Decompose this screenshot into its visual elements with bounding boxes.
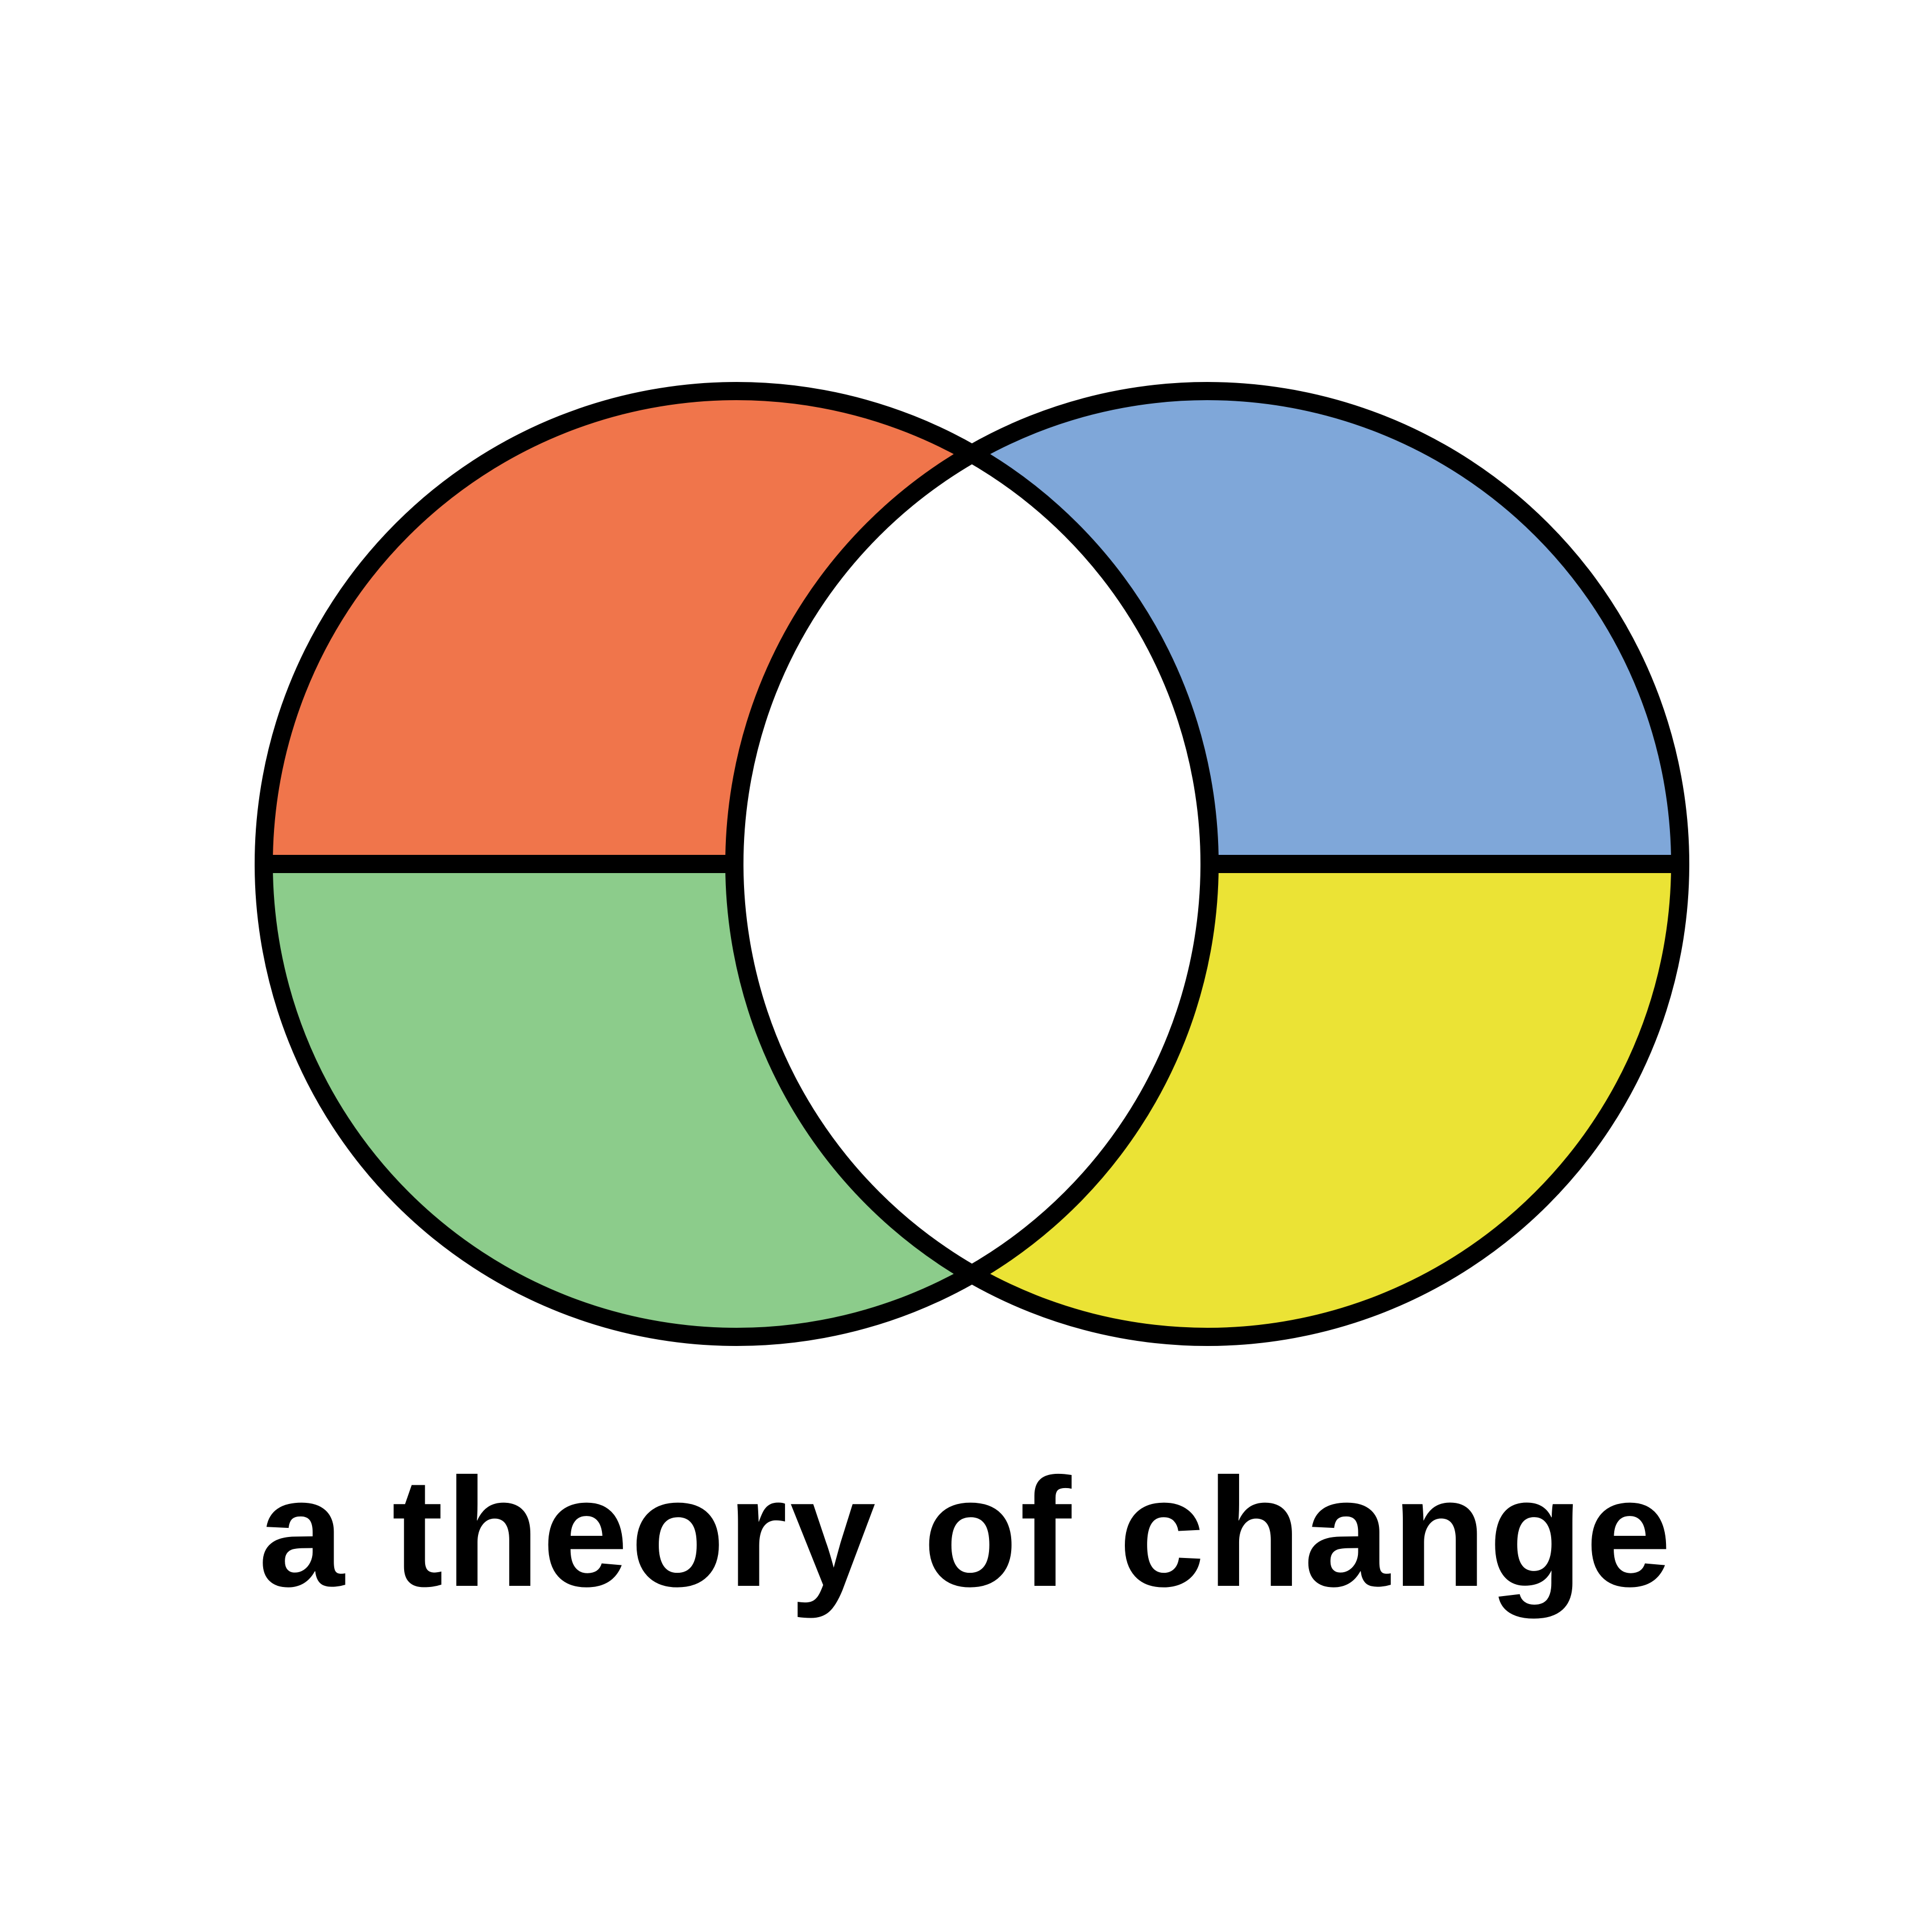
caption-text: a theory of change (258, 1446, 1674, 1619)
top-right-quadrant (972, 390, 1680, 864)
top-left-quadrant (263, 390, 972, 864)
center-lens (734, 454, 1210, 1274)
bottom-left-quadrant (264, 864, 972, 1337)
bottom-right-quadrant (972, 864, 1680, 1337)
